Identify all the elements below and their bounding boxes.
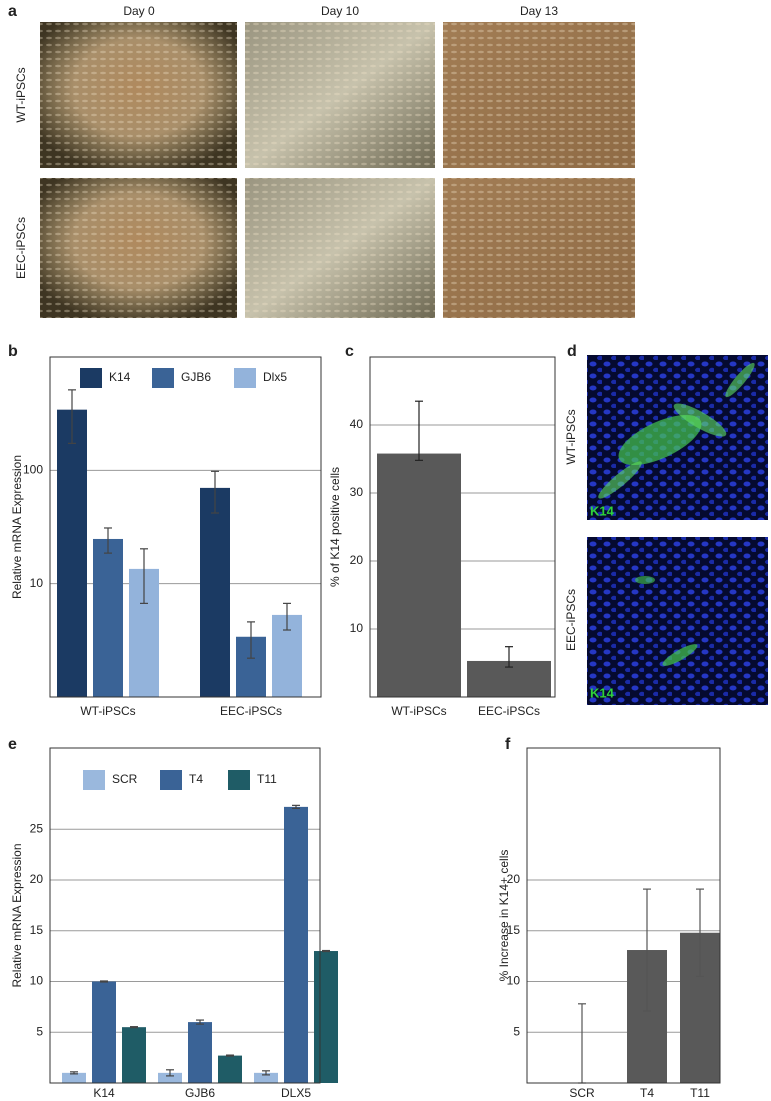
row-label: EEC-iPSCs xyxy=(564,589,578,651)
legend-label: Dlx5 xyxy=(263,370,287,384)
x-tick-label: WT-iPSCs xyxy=(80,704,135,718)
plot-frame xyxy=(49,356,322,698)
legend-label: T4 xyxy=(189,772,203,786)
stain-label: K14 xyxy=(590,685,615,700)
y-tick-label: 40 xyxy=(350,417,364,431)
bar xyxy=(92,981,116,1083)
panel-label: c xyxy=(345,343,354,360)
x-tick-label: WT-iPSCs xyxy=(391,704,446,718)
plot-frame xyxy=(369,356,556,698)
y-tick-label: 30 xyxy=(350,485,364,499)
y-tick-label: 10 xyxy=(30,576,44,590)
y-tick-label: 15 xyxy=(507,923,521,937)
legend-swatch xyxy=(80,368,102,388)
stain-label: K14 xyxy=(590,503,615,518)
x-tick-label: T11 xyxy=(690,1086,710,1100)
row-label: EEC-iPSCs xyxy=(14,217,28,279)
column-label: Day 13 xyxy=(520,4,558,18)
legend-swatch xyxy=(152,368,174,388)
x-tick-label: T4 xyxy=(640,1086,654,1100)
column-label: Day 0 xyxy=(123,4,155,18)
plot-frame xyxy=(526,747,721,1084)
y-tick-label: 10 xyxy=(507,974,521,988)
column-label: Day 10 xyxy=(321,4,359,18)
bar xyxy=(122,1027,146,1083)
panel-label: f xyxy=(505,736,511,753)
row-label: WT-iPSCs xyxy=(564,409,578,464)
x-tick-label: GJB6 xyxy=(185,1086,215,1100)
legend-swatch xyxy=(160,770,182,790)
bar xyxy=(158,1072,182,1083)
bar xyxy=(200,487,230,697)
plot-area xyxy=(50,748,320,1083)
x-tick-label: K14 xyxy=(93,1086,115,1100)
y-tick-label: 100 xyxy=(23,463,43,477)
y-tick-label: 20 xyxy=(350,553,364,567)
row-label: WT-iPSCs xyxy=(14,67,28,122)
bar xyxy=(377,453,461,697)
y-tick-label: 5 xyxy=(513,1024,520,1038)
y-tick-label: 10 xyxy=(350,621,364,635)
bar xyxy=(93,538,123,697)
y-tick-label: 25 xyxy=(30,821,44,835)
bar xyxy=(188,1022,212,1083)
y-tick-label: 5 xyxy=(36,1024,43,1038)
bar xyxy=(314,951,338,1083)
micrographs xyxy=(40,22,635,318)
bar xyxy=(62,1072,86,1083)
legend-label: T11 xyxy=(257,772,277,786)
legend-swatch xyxy=(83,770,105,790)
x-tick-label: EEC-iPSCs xyxy=(478,704,540,718)
legend-label: SCR xyxy=(112,772,138,786)
legend-label: GJB6 xyxy=(181,370,211,384)
panel-label: a xyxy=(8,3,17,20)
x-tick-label: DLX5 xyxy=(281,1086,311,1100)
legend-swatch xyxy=(228,770,250,790)
y-tick-label: 20 xyxy=(30,872,44,886)
y-tick-label: 10 xyxy=(30,974,44,988)
bar xyxy=(254,1072,278,1083)
y-axis-label: Relative mRNA Expression xyxy=(10,455,24,599)
y-tick-label: 15 xyxy=(30,923,44,937)
bar xyxy=(284,806,308,1083)
x-tick-label: EEC-iPSCs xyxy=(220,704,282,718)
bar xyxy=(218,1055,242,1083)
fluorescence-images xyxy=(587,355,768,705)
y-axis-label: Relative mRNA Expression xyxy=(10,843,24,987)
legend-label: K14 xyxy=(109,370,131,384)
bar xyxy=(57,409,87,697)
panel-label: d xyxy=(567,343,577,360)
panel-label: e xyxy=(8,736,17,753)
plot-frame xyxy=(49,747,321,1084)
y-axis-label: % of K14 positive cells xyxy=(328,467,342,587)
legend-swatch xyxy=(234,368,256,388)
y-tick-label: 20 xyxy=(507,872,521,886)
panel-label: b xyxy=(8,343,18,360)
x-tick-label: SCR xyxy=(569,1086,595,1100)
y-axis-label: % Increase in K14+ cells xyxy=(497,850,511,982)
